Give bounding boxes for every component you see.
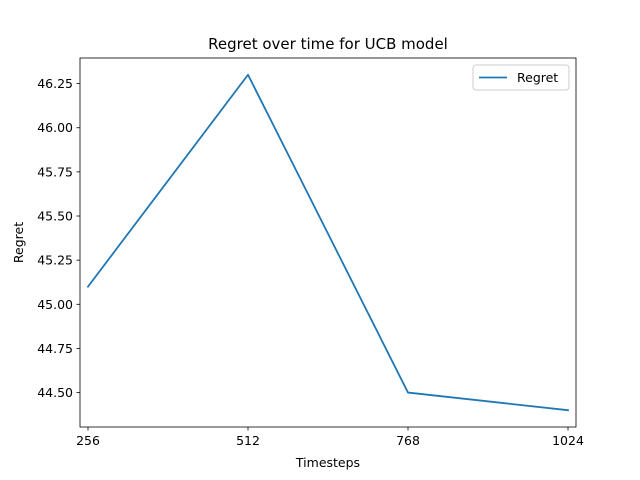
y-tick-label: 44.75 [37, 341, 73, 356]
y-tick-label: 45.25 [37, 253, 73, 268]
series-line-regret [86, 73, 569, 412]
x-tick-label: 256 [76, 433, 100, 448]
x-axis: 256 512 768 1024 [76, 427, 584, 448]
y-axis-label: Regret [11, 222, 26, 263]
legend: Regret [472, 64, 570, 91]
series-layer [86, 73, 569, 412]
y-tick-label: 45.00 [37, 297, 73, 312]
y-tick-label: 46.25 [37, 76, 73, 91]
y-axis: 44.50 44.75 45.00 45.25 45.50 45.75 46.00 46.25 [37, 76, 80, 400]
y-tick-label: 44.50 [37, 385, 73, 400]
x-tick-label: 1024 [552, 433, 584, 448]
y-tick-label: 46.00 [37, 120, 73, 135]
y-tick-label: 45.50 [37, 209, 73, 224]
axes-frame [79, 57, 577, 428]
y-tick-label: 45.75 [37, 164, 73, 179]
legend-label: Regret [517, 70, 558, 85]
x-tick-label: 768 [396, 433, 420, 448]
x-axis-label: Timesteps [295, 455, 360, 470]
legend-box [472, 64, 570, 91]
chart-title: Regret over time for UCB model [208, 35, 448, 53]
x-tick-label: 512 [236, 433, 260, 448]
